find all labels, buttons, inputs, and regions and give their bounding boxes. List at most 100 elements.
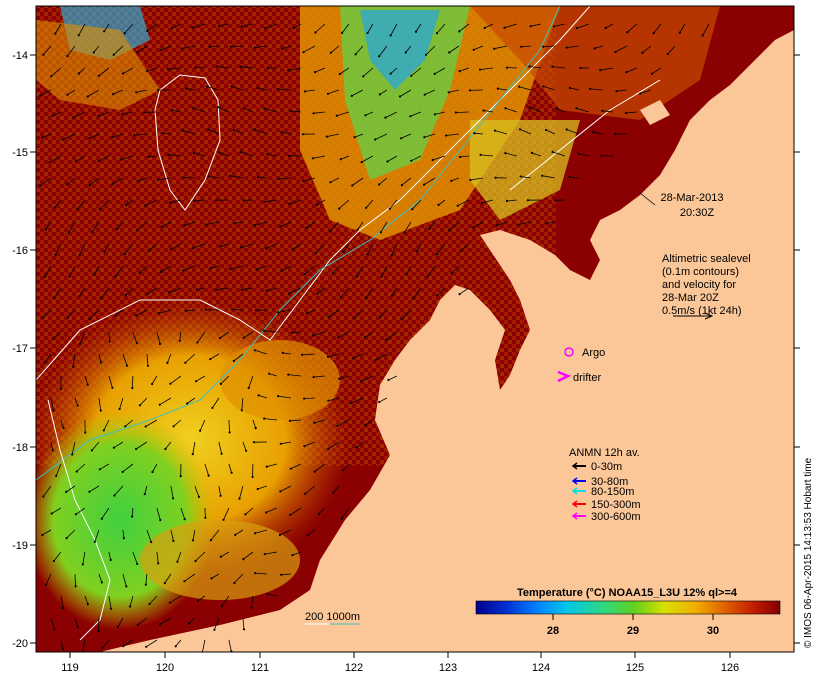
velocity-arrow (333, 485, 340, 493)
velocity-arrow (214, 617, 220, 630)
velocity-arrow (193, 152, 206, 157)
velocity-arrow (55, 463, 62, 477)
velocity-arrow (400, 133, 412, 139)
velocity-arrow (455, 111, 469, 113)
velocity-arrow (241, 397, 244, 411)
velocity-arrow-head (277, 177, 280, 180)
plot-frame (35, 5, 795, 653)
velocity-arrow-head (145, 645, 148, 648)
velocity-arrow-head (172, 497, 175, 500)
velocity-arrow-head (205, 223, 208, 226)
velocity-arrow (569, 176, 579, 179)
velocity-arrow-head (113, 494, 116, 497)
velocity-arrow-head (545, 128, 548, 132)
velocity-arrow-head (161, 132, 165, 135)
velocity-arrow-head (448, 51, 451, 54)
velocity-arrow-head (313, 421, 316, 424)
velocity-arrow-head (575, 107, 578, 110)
velocity-arrow (244, 108, 254, 113)
velocity-arrow-head (265, 289, 268, 292)
velocity-arrow (480, 154, 493, 157)
velocity-arrow (313, 111, 325, 114)
velocity-arrow-head (116, 228, 119, 231)
velocity-arrow-head (84, 431, 87, 434)
velocity-arrow (546, 221, 555, 224)
velocity-arrow-head (138, 404, 141, 407)
velocity-arrow-head (111, 93, 115, 96)
velocity-arrow-head (194, 66, 197, 69)
velocity-arrow-head (135, 447, 138, 451)
velocity-arrow (531, 152, 542, 157)
velocity-arrow (103, 23, 110, 32)
velocity-arrow (228, 639, 232, 652)
velocity-arrow (162, 132, 171, 135)
velocity-arrow (104, 243, 110, 253)
velocity-arrow-head (220, 605, 223, 608)
velocity-arrow (411, 199, 422, 210)
velocity-arrow (245, 507, 254, 515)
velocity-arrow (67, 89, 76, 96)
velocity-arrow (356, 265, 364, 277)
velocity-arrow-head (279, 490, 282, 493)
velocity-arrow (330, 177, 340, 183)
velocity-arrow (280, 221, 292, 227)
velocity-arrow-head (43, 275, 46, 278)
velocity-arrow-head (65, 490, 68, 493)
velocity-arrow (49, 155, 62, 163)
velocity-arrow-head (412, 297, 415, 300)
velocity-arrow-head (650, 72, 654, 75)
velocity-arrow (100, 287, 110, 299)
velocity-arrow-head (109, 558, 112, 562)
velocity-arrow-head (42, 53, 45, 56)
velocity-arrow (401, 309, 412, 320)
velocity-arrow (529, 66, 541, 69)
velocity-arrow-head (146, 293, 149, 296)
velocity-arrow-head (626, 31, 629, 34)
velocity-arrow-head (379, 316, 382, 319)
velocity-arrow-head (39, 94, 42, 97)
velocity-arrow-head (76, 625, 79, 629)
velocity-arrow-head (112, 446, 115, 449)
velocity-arrow (122, 573, 127, 587)
colorbar-title: Temperature (°C) NOAA15_L3U 12% ql>=4 (517, 587, 738, 599)
velocity-arrow-head (136, 623, 139, 627)
velocity-arrow-head (551, 150, 554, 153)
velocity-arrow (122, 353, 128, 366)
velocity-arrow-head (340, 517, 343, 520)
velocity-arrow (387, 155, 398, 162)
velocity-arrow (194, 485, 200, 498)
velocity-arrow-head (194, 559, 197, 563)
velocity-arrow-head (233, 222, 236, 225)
velocity-arrow-head (86, 95, 89, 98)
velocity-arrow (667, 45, 676, 55)
velocity-arrow-head (92, 51, 95, 54)
velocity-arrow-head (353, 316, 356, 319)
velocity-arrow-head (503, 26, 506, 29)
velocity-arrow-head (409, 115, 412, 118)
velocity-arrow (357, 221, 364, 231)
velocity-arrow (234, 221, 243, 224)
velocity-arrow (257, 87, 267, 91)
velocity-arrow (278, 309, 291, 313)
velocity-arrow (148, 155, 157, 158)
velocity-arrow (239, 485, 244, 499)
velocity-arrow (460, 155, 469, 158)
velocity-arrow-head (303, 397, 306, 400)
velocity-arrow-head (218, 24, 221, 28)
velocity-arrow-head (277, 311, 280, 314)
velocity-arrow (302, 353, 315, 356)
velocity-arrow (288, 374, 301, 377)
velocity-arrow-head (65, 537, 68, 540)
velocity-arrow-head (493, 47, 496, 50)
velocity-arrow (380, 221, 388, 233)
velocity-arrow-head (276, 88, 279, 91)
velocity-arrow-head (123, 32, 126, 35)
velocity-arrow (182, 45, 195, 49)
velocity-arrow (252, 419, 257, 429)
velocity-arrow (202, 639, 206, 652)
velocity-arrow-head (332, 271, 335, 275)
velocity-arrow (354, 309, 364, 319)
velocity-arrow-head (166, 68, 170, 71)
velocity-arrow (115, 309, 124, 317)
velocity-arrow (460, 243, 470, 252)
